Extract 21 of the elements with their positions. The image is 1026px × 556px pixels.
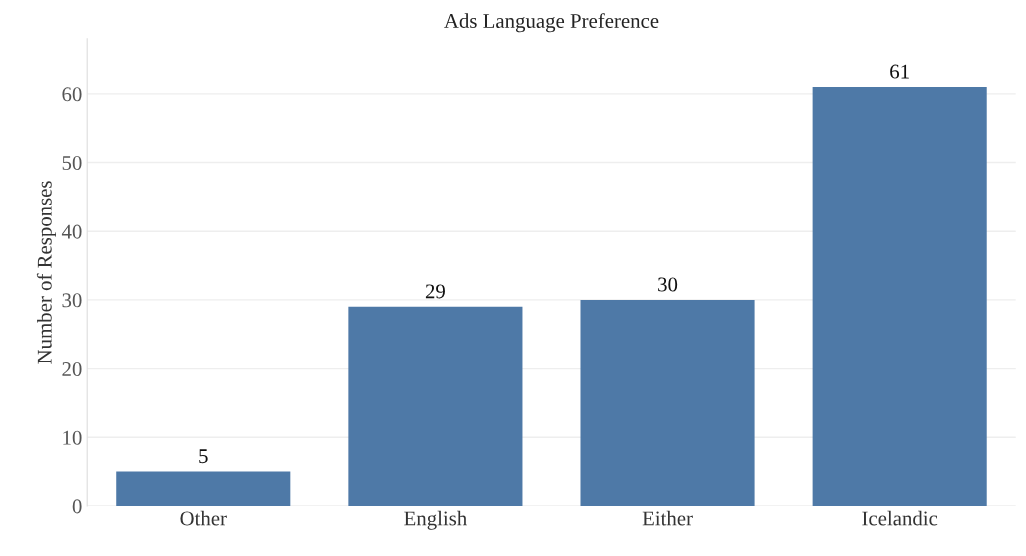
- x-tick-label: Icelandic: [862, 510, 938, 526]
- chart-title: Ads Language Preference: [444, 13, 659, 33]
- y-tick-label: 60: [62, 87, 82, 102]
- data-label: 5: [199, 449, 208, 464]
- y-tick-label: 10: [63, 430, 82, 445]
- x-tick-label: Other: [180, 510, 227, 526]
- data-label: 30: [658, 277, 678, 292]
- y-tick-label: 20: [62, 361, 82, 377]
- data-label: 29: [425, 284, 445, 299]
- y-tick-label: 30: [62, 293, 82, 308]
- y-tick-label: 0: [72, 499, 82, 514]
- bar: [812, 87, 987, 506]
- bar: [348, 306, 523, 506]
- y-tick-label: 50: [62, 155, 82, 170]
- x-tick-label: Either: [642, 510, 693, 526]
- y-axis-title: Number of Responses: [36, 181, 56, 364]
- y-tick-label: 40: [61, 224, 82, 239]
- x-tick-label: English: [404, 510, 467, 530]
- data-label: 61: [890, 64, 909, 79]
- bar: [580, 299, 755, 506]
- bar: [116, 471, 291, 506]
